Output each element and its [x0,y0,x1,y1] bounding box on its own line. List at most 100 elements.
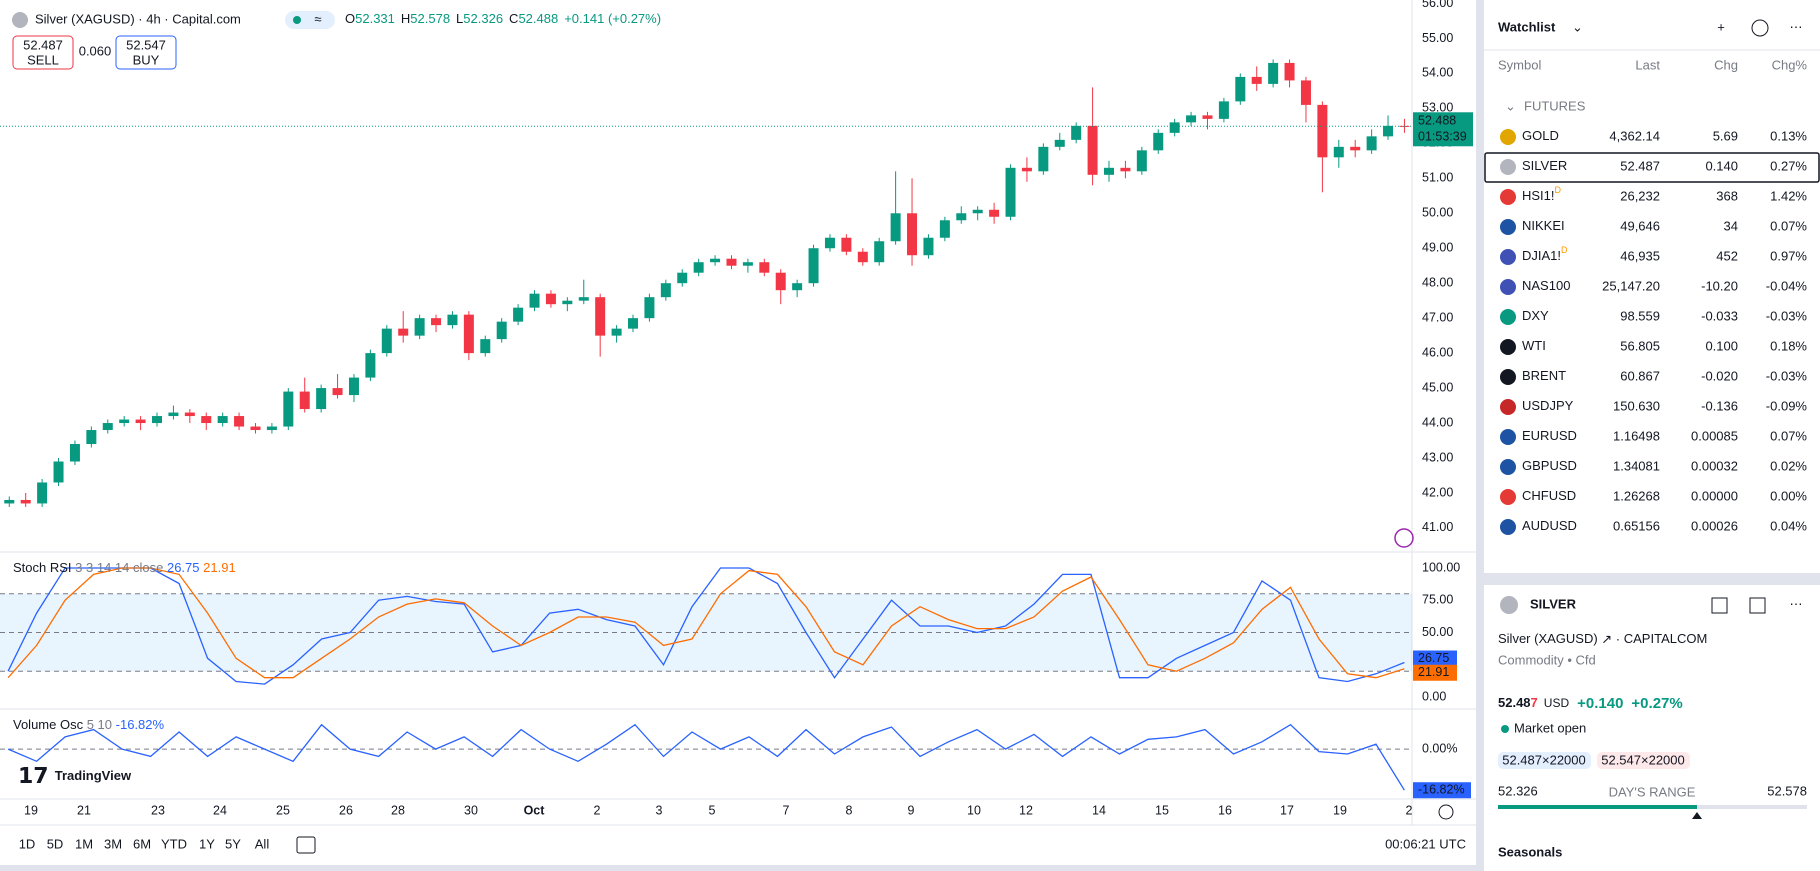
indicator-legend: Volume Osc 5 10 -16.82% [13,717,165,732]
group: FUTURES [1524,98,1586,113]
watchlist-row[interactable]: GOLD 4,362.14 5.69 0.13% [1500,128,1807,145]
watchlist-title[interactable]: Watchlist [1498,19,1556,34]
candle-body [217,416,228,424]
bid-chip [1498,752,1591,769]
watchlist-row[interactable]: DXY 98.559 -0.033 -0.03% [1500,308,1807,325]
candle-body [595,297,606,336]
watchlist-row[interactable]: AUDUSD 0.65156 0.00026 0.04% [1500,518,1807,535]
more-icon[interactable]: ⋯ [1790,19,1803,34]
indicator-line [7,567,1405,679]
row-chg: 0.00026 [1691,518,1738,533]
candle-body [775,272,786,291]
range-button[interactable]: 5Y [225,836,241,851]
x-tick-label: 2 [594,803,601,817]
range-button[interactable]: 1M [75,836,93,851]
logo[interactable]: 𝟭𝟳 TradingView [18,763,132,788]
watchlist-row[interactable]: CHFUSD 1.26268 0.00000 0.00% [1500,488,1807,505]
candle-body [447,314,458,326]
add-icon[interactable]: + [1717,19,1725,34]
row-last: 46,935 [1620,248,1660,263]
x-tick-label: 19 [24,803,38,817]
x-tick-label: 2 [1406,803,1413,817]
range-icon[interactable] [296,836,316,854]
y-tick-label: 50.00 [1422,206,1453,220]
range-button[interactable]: All [255,836,270,851]
candle-body [529,293,540,308]
status-pill [285,11,335,29]
dropdown[interactable]: ⌄ [1572,19,1583,34]
candle-body [1383,125,1394,137]
candle-body [381,328,392,354]
candle-body [1104,167,1115,175]
candle-body [480,339,491,354]
row-symbol: DJIA1! [1522,248,1561,263]
stoch-k: 26.75 [167,560,200,575]
chart-title[interactable]: Silver (XAGUSD) · 4h · Capital.com [35,11,241,26]
candle-body [1169,122,1180,133]
buy-button[interactable] [115,35,177,70]
value-tag-text: 26.75 [1418,651,1449,665]
watchlist-row[interactable]: HSI1!D 26,232 368 1.42% [1500,185,1807,205]
settings-icon[interactable] [1438,804,1454,820]
watchlist-row[interactable]: WTI 56.805 0.100 0.18% [1500,338,1807,355]
candle-body [693,262,704,273]
ask-chip [1597,752,1690,769]
range-button[interactable]: 1D [19,836,36,851]
watchlist-row[interactable]: USDJPY 150.630 -0.136 -0.09% [1500,398,1807,415]
price-tail: 7 [1531,695,1538,710]
x-tick-label: 21 [77,803,91,817]
alert-icon[interactable] [1394,528,1414,548]
symbol-icon [1500,279,1516,295]
watchlist-row[interactable]: BRENT 60.867 -0.020 -0.03% [1500,368,1807,385]
indicator-line [7,723,1405,791]
seasonals[interactable]: Seasonals [1498,844,1562,859]
chart-icon[interactable] [1751,19,1769,37]
row-chg: -0.020 [1701,368,1738,383]
ohlc-key: H [401,11,410,26]
x-tick-label: 9 [908,803,915,817]
y-tick-label: 56.00 [1422,0,1453,10]
candle-body [742,262,753,266]
range-button[interactable]: 6M [133,836,151,851]
y-tick-label: 44.00 [1422,415,1453,429]
sell-button[interactable] [12,35,74,70]
ohlc-value: 52.331 [355,11,395,26]
candle-body [250,426,261,431]
watchlist-row[interactable]: NIKKEI 49,646 34 0.07% [1500,218,1807,235]
symbol-icon [1500,339,1516,355]
range-button[interactable]: 1Y [199,836,215,851]
more-icon[interactable]: ⋯ [1790,596,1803,611]
edit-icon[interactable] [1749,597,1766,614]
range-button[interactable]: YTD [161,836,187,851]
candle-body [1251,76,1262,84]
row-symbol: NAS100 [1522,278,1570,293]
row-symbol-line: USDJPY [1522,398,1574,413]
candle-body [989,209,1000,217]
symbol-icon [12,12,28,28]
range-button[interactable]: 3M [104,836,122,851]
layout-icon[interactable] [1711,597,1728,614]
ohlc-key: C [509,11,518,26]
value-tag [1413,664,1457,681]
row-symbol: GBPUSD [1522,458,1577,473]
y-tick-label: 45.00 [1422,380,1453,394]
row-chg-pct: 0.27% [1770,158,1807,173]
row-chg: 0.100 [1705,338,1738,353]
range-button[interactable]: 5D [47,836,64,851]
candle-body [759,262,770,273]
watchlist-row[interactable]: EURUSD 1.16498 0.00085 0.07% [1500,428,1807,445]
watchlist-row[interactable]: GBPUSD 1.34081 0.00032 0.02% [1500,458,1807,475]
watchlist-row[interactable]: SILVER 52.487 0.140 0.27% [1500,158,1807,175]
row-symbol-line: DJIA1!D [1522,245,1568,263]
indicator-line [7,567,1405,685]
bid: 52.487×22000 [1502,752,1586,767]
buy-label: BUY [133,52,160,67]
x-tick-label: 30 [464,803,478,817]
row-symbol-line: CHFUSD [1522,488,1576,503]
ohlc-value: 52.578 [410,11,450,26]
watchlist-row[interactable]: NAS100 25,147.20 -10.20 -0.04% [1500,278,1807,295]
candle-body [37,482,48,504]
chevron[interactable]: ⌄ [1505,98,1516,113]
candle-body [972,209,983,214]
watchlist-row[interactable]: DJIA1!D 46,935 452 0.97% [1500,245,1807,265]
